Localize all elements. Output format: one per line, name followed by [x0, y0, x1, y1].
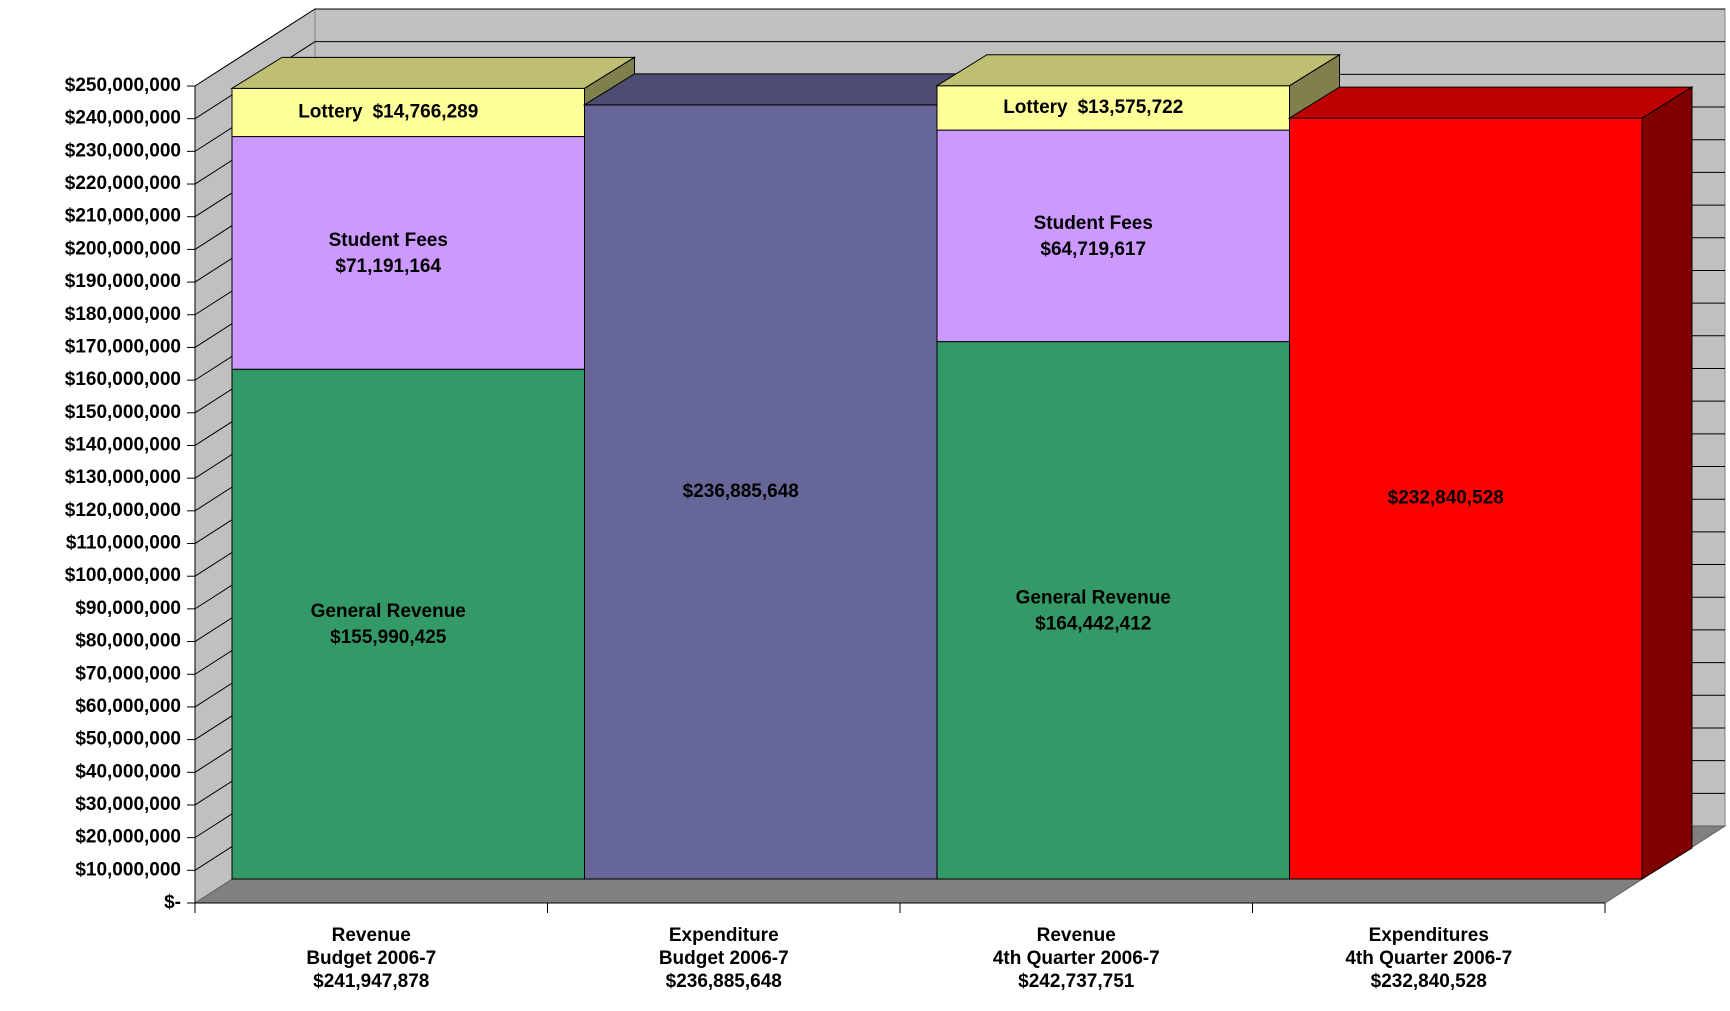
- y-tick-label: $150,000,000: [65, 402, 181, 423]
- bar-front: [936, 85, 1290, 131]
- y-tick-label: $110,000,000: [66, 533, 181, 554]
- x-tick-label: Expenditures: [1369, 925, 1489, 946]
- x-tick-label: 4th Quarter 2006-7: [993, 948, 1160, 969]
- y-tick-label: $170,000,000: [65, 336, 181, 357]
- y-tick-label: $-: [164, 892, 181, 913]
- y-tick-label: $50,000,000: [75, 729, 181, 750]
- x-tick-label: Revenue: [1037, 925, 1116, 946]
- label-value: $14,766,289: [373, 101, 479, 122]
- y-tick-label: $70,000,000: [75, 663, 181, 684]
- y-tick-label: $240,000,000: [65, 108, 181, 129]
- y-tick-label: $40,000,000: [75, 761, 181, 782]
- x-tick-label: $242,737,751: [1018, 971, 1135, 992]
- bar-top: [582, 73, 989, 106]
- y-tick-label: $60,000,000: [75, 696, 181, 717]
- bar-top: [230, 56, 637, 89]
- label-value: $232,840,528: [1388, 488, 1504, 509]
- x-tick-label: $241,947,878: [313, 971, 429, 992]
- label-name: Lottery: [1003, 97, 1068, 118]
- y-tick-label: $10,000,000: [75, 859, 181, 880]
- label-name: General Revenue: [1016, 587, 1171, 608]
- x-tick-label: $236,885,648: [666, 971, 782, 992]
- bar-top: [935, 54, 1342, 87]
- bar-front: [231, 368, 585, 880]
- bar-front: [936, 341, 1290, 880]
- y-tick-label: $80,000,000: [75, 631, 181, 652]
- x-tick-label: 4th Quarter 2006-7: [1345, 948, 1512, 969]
- bar-front: [231, 136, 585, 370]
- data-label: Lottery $14,766,289: [298, 101, 478, 122]
- bar-front: [936, 129, 1290, 343]
- bar-front: [584, 104, 938, 880]
- x-tick-label: Revenue: [332, 925, 411, 946]
- label-value: $164,442,412: [1035, 613, 1151, 634]
- y-tick-label: $230,000,000: [65, 140, 181, 161]
- bar-top: [1287, 86, 1694, 119]
- y-tick-label: $210,000,000: [65, 206, 181, 227]
- y-tick-label: $20,000,000: [75, 827, 181, 848]
- y-tick-label: $180,000,000: [65, 304, 181, 325]
- data-label: Student Fees $71,191,164: [329, 230, 448, 277]
- x-tick-label: Budget 2006-7: [659, 948, 789, 969]
- label-name: Lottery: [298, 101, 363, 122]
- label-value: $236,885,648: [683, 481, 799, 502]
- label-value: $155,990,425: [330, 627, 447, 648]
- y-tick-label: $30,000,000: [75, 794, 181, 815]
- bar-side: [1641, 86, 1693, 880]
- y-tick-label: $160,000,000: [65, 369, 181, 390]
- grid-line: [194, 8, 1725, 87]
- x-tick-label: Expenditure: [669, 925, 779, 946]
- y-tick-label: $190,000,000: [65, 271, 181, 292]
- label-value: $13,575,722: [1078, 97, 1184, 118]
- y-tick-label: $120,000,000: [65, 500, 181, 521]
- y-tick-label: $250,000,000: [65, 75, 181, 96]
- y-tick-label: $220,000,000: [65, 173, 181, 194]
- data-label: General Revenue $164,442,412: [1016, 587, 1171, 634]
- bar-front: [1289, 117, 1643, 880]
- y-tick-label: $130,000,000: [65, 467, 181, 488]
- label-name: Student Fees: [1034, 213, 1153, 234]
- data-label: Student Fees $64,719,617: [1034, 213, 1153, 260]
- data-label: Lottery $13,575,722: [1003, 97, 1183, 118]
- y-tick-label: $90,000,000: [75, 598, 181, 619]
- y-tick-label: $200,000,000: [65, 238, 181, 259]
- label-value: $64,719,617: [1040, 239, 1146, 260]
- x-tick-label: Budget 2006-7: [306, 948, 436, 969]
- label-name: General Revenue: [311, 601, 466, 622]
- y-tick-label: $100,000,000: [65, 565, 181, 586]
- y-tick-label: $140,000,000: [65, 434, 181, 455]
- label-value: $71,191,164: [335, 256, 441, 277]
- bar-front: [231, 87, 585, 138]
- x-tick-label: $232,840,528: [1371, 971, 1487, 992]
- label-name: Student Fees: [329, 230, 448, 251]
- data-label: $236,885,648: [683, 481, 799, 502]
- data-label: $232,840,528: [1388, 488, 1504, 509]
- data-label: General Revenue $155,990,425: [311, 601, 466, 648]
